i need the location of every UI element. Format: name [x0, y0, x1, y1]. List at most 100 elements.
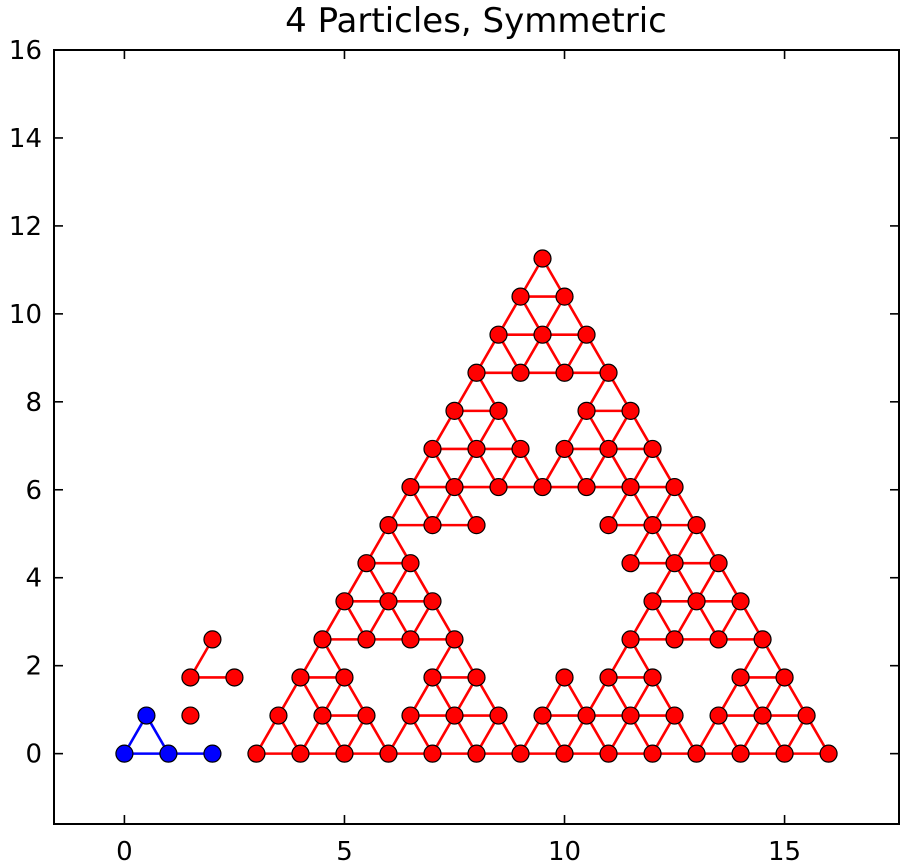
y-tick-label: 0: [25, 740, 42, 770]
x-tick-label: 5: [336, 837, 353, 867]
series-1-point: [577, 325, 596, 344]
series-1-point: [819, 744, 838, 763]
series-1-point: [423, 744, 442, 763]
series-1-point: [511, 287, 530, 306]
series-1-point: [687, 592, 706, 611]
y-tick-label: 6: [25, 476, 42, 506]
series-1-point: [555, 439, 574, 459]
series-1-point: [291, 744, 310, 763]
series-1-point: [467, 363, 486, 382]
series-1-point: [577, 706, 596, 725]
series-1-point: [709, 706, 728, 725]
series-1-point: [467, 439, 486, 459]
series-1-point: [621, 706, 640, 725]
series-1-point: [379, 592, 398, 611]
series-1-point: [555, 744, 574, 763]
series-1-point: [379, 516, 398, 535]
series-1-point: [401, 554, 420, 573]
series-1-point: [775, 744, 794, 763]
series-1-point: [335, 668, 354, 687]
series-1-point: [533, 249, 552, 268]
series-1-point: [357, 706, 376, 725]
series-1-point: [599, 516, 618, 535]
series-1-point: [643, 744, 662, 763]
x-tick-label: 10: [548, 837, 581, 867]
series-1-point: [555, 363, 574, 382]
series-1-point: [489, 401, 508, 420]
axis-ticks: [54, 49, 899, 824]
x-tick-label: 15: [768, 837, 801, 867]
series-1-point: [599, 439, 618, 459]
series-1-point: [335, 744, 354, 763]
series-1-point: [511, 363, 530, 382]
series-1-point: [445, 477, 464, 497]
series-1-point: [357, 630, 376, 649]
series-1-point: [775, 668, 794, 687]
series-1-point: [643, 592, 662, 611]
series-1-point: [489, 477, 508, 497]
series-1-point: [709, 554, 728, 573]
series-1-point: [533, 477, 552, 497]
series-1-point: [401, 706, 420, 725]
series-1-point: [291, 668, 310, 687]
series-1-point: [731, 592, 750, 611]
series-1-point: [511, 744, 530, 763]
series-1-point: [247, 744, 266, 763]
series-1-point: [621, 630, 640, 649]
series-1-point: [467, 744, 486, 763]
series-1-point: [379, 744, 398, 763]
series-1-point: [511, 439, 530, 459]
series-1-point: [555, 668, 574, 687]
series-1-point: [643, 516, 662, 535]
series-1-point: [709, 630, 728, 649]
series-1-point: [445, 630, 464, 649]
series-1-point: [643, 668, 662, 687]
series-1-point: [423, 592, 442, 611]
series-1-point: [423, 668, 442, 687]
series-0-point: [137, 706, 156, 725]
series-0-point: [115, 744, 134, 763]
series-1-point: [533, 325, 552, 344]
series-0-point: [203, 744, 222, 763]
y-tick-label: 2: [25, 652, 42, 682]
series-1-point: [181, 668, 200, 687]
x-tick-label: 0: [116, 837, 133, 867]
series-1-point: [753, 706, 772, 725]
series-1-point: [445, 401, 464, 420]
axis-tick-labels: 0 5 10 15 0 2 4 6 8 10 12 14 16: [9, 36, 801, 867]
series-1-point: [181, 706, 200, 725]
series-1-point: [269, 706, 288, 725]
series-1-point: [533, 706, 552, 725]
series-1-point: [489, 706, 508, 725]
series-1-point: [577, 477, 596, 497]
series-1-point: [401, 630, 420, 649]
series-1-point: [599, 744, 618, 763]
plot-markers: [115, 249, 838, 763]
series-1-point: [203, 630, 222, 649]
series-1-point: [731, 744, 750, 763]
series-1-point: [665, 706, 684, 725]
series-1-point: [357, 554, 376, 573]
plot-frame: [53, 49, 900, 825]
series-1-point: [621, 477, 640, 497]
series-1-point: [731, 668, 750, 687]
y-tick-label: 12: [9, 212, 42, 242]
chart-title: 4 Particles, Symmetric: [285, 1, 667, 41]
series-1-point: [687, 516, 706, 535]
series-1-point: [577, 401, 596, 420]
series-1-point: [643, 439, 662, 459]
series-1-point: [599, 668, 618, 687]
series-1-point: [753, 630, 772, 649]
series-1-point: [467, 516, 486, 535]
y-tick-label: 4: [25, 564, 42, 594]
series-1-point: [555, 287, 574, 306]
series-1-point: [665, 630, 684, 649]
series-1-point: [401, 477, 420, 497]
y-tick-label: 16: [9, 36, 42, 66]
series-1-point: [687, 744, 706, 763]
series-1-point: [335, 592, 354, 611]
series-1-point: [423, 516, 442, 535]
y-tick-label: 8: [25, 388, 42, 418]
series-1-point: [445, 706, 464, 725]
